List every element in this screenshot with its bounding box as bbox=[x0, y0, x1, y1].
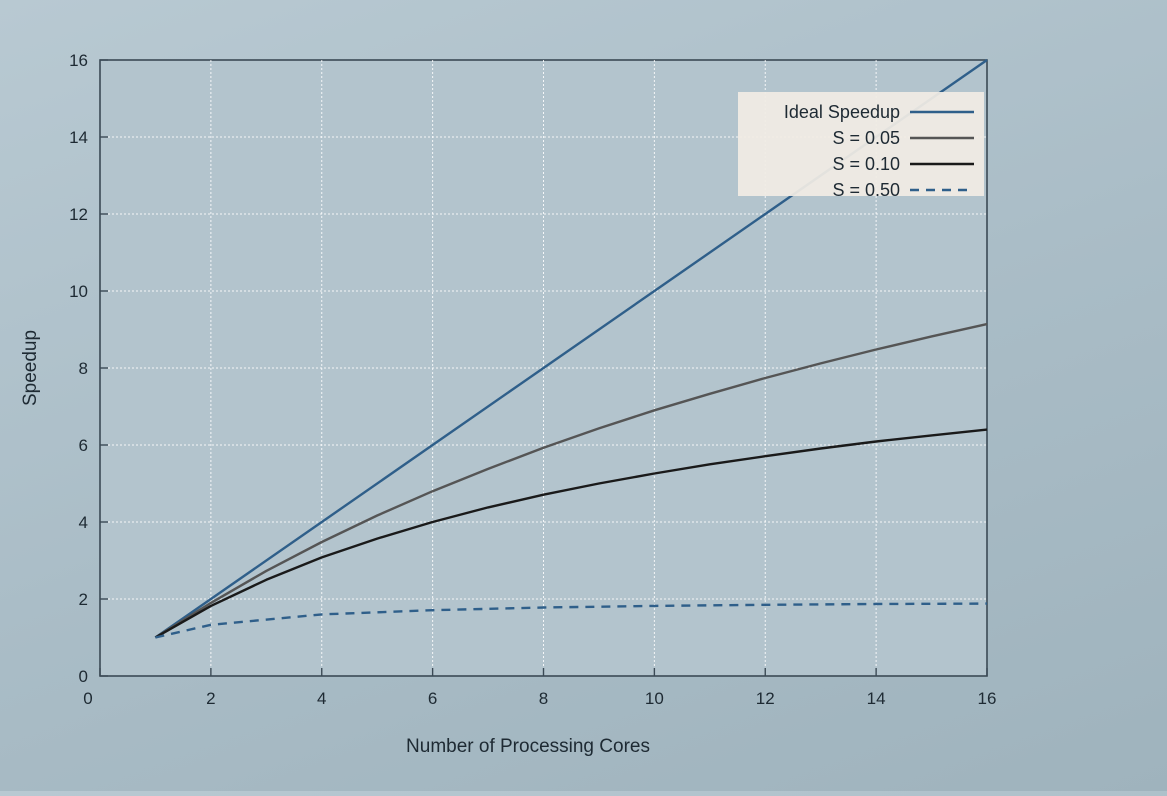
legend-box bbox=[738, 92, 984, 196]
x-tick-label: 16 bbox=[978, 689, 997, 708]
y-tick-label: 12 bbox=[69, 205, 88, 224]
series-line-3 bbox=[154, 428, 988, 639]
legend-entry-label: Ideal Speedup bbox=[784, 102, 900, 122]
x-tick-label: 12 bbox=[756, 689, 775, 708]
x-tick-label: 2 bbox=[206, 689, 215, 708]
y-axis-label: Speedup bbox=[20, 330, 41, 406]
series-line-2 bbox=[154, 322, 988, 639]
y-tick-label: 8 bbox=[79, 359, 88, 378]
x-tick-label: 8 bbox=[539, 689, 548, 708]
x-axis-label: Number of Processing Cores bbox=[406, 736, 650, 757]
series-line-4 bbox=[155, 602, 988, 639]
legend-entry-label: S = 0.10 bbox=[832, 154, 900, 174]
y-tick-label: 16 bbox=[69, 51, 88, 70]
x-tick-label: 4 bbox=[317, 689, 326, 708]
x-tick-label: 6 bbox=[428, 689, 437, 708]
y-tick-label: 10 bbox=[69, 282, 88, 301]
y-tick-label: 4 bbox=[79, 513, 88, 532]
x-tick-label: 14 bbox=[867, 689, 886, 708]
legend-entry-label: S = 0.50 bbox=[832, 180, 900, 200]
y-tick-label: 14 bbox=[69, 128, 88, 147]
x-tick-label: 0 bbox=[83, 689, 92, 708]
axis-ticks: 0 2 4 6 8 10 12 14 16 0 2 4 6 8 10 12 14 16 bbox=[69, 51, 996, 708]
y-tick-label: 6 bbox=[79, 436, 88, 455]
legend: Ideal Speedup S = 0.05 S = 0.10 S = 0.50 bbox=[738, 92, 984, 200]
x-tick-label: 10 bbox=[645, 689, 664, 708]
y-tick-label: 2 bbox=[79, 590, 88, 609]
legend-entry-label: S = 0.05 bbox=[832, 128, 900, 148]
y-tick-label: 0 bbox=[79, 667, 88, 686]
